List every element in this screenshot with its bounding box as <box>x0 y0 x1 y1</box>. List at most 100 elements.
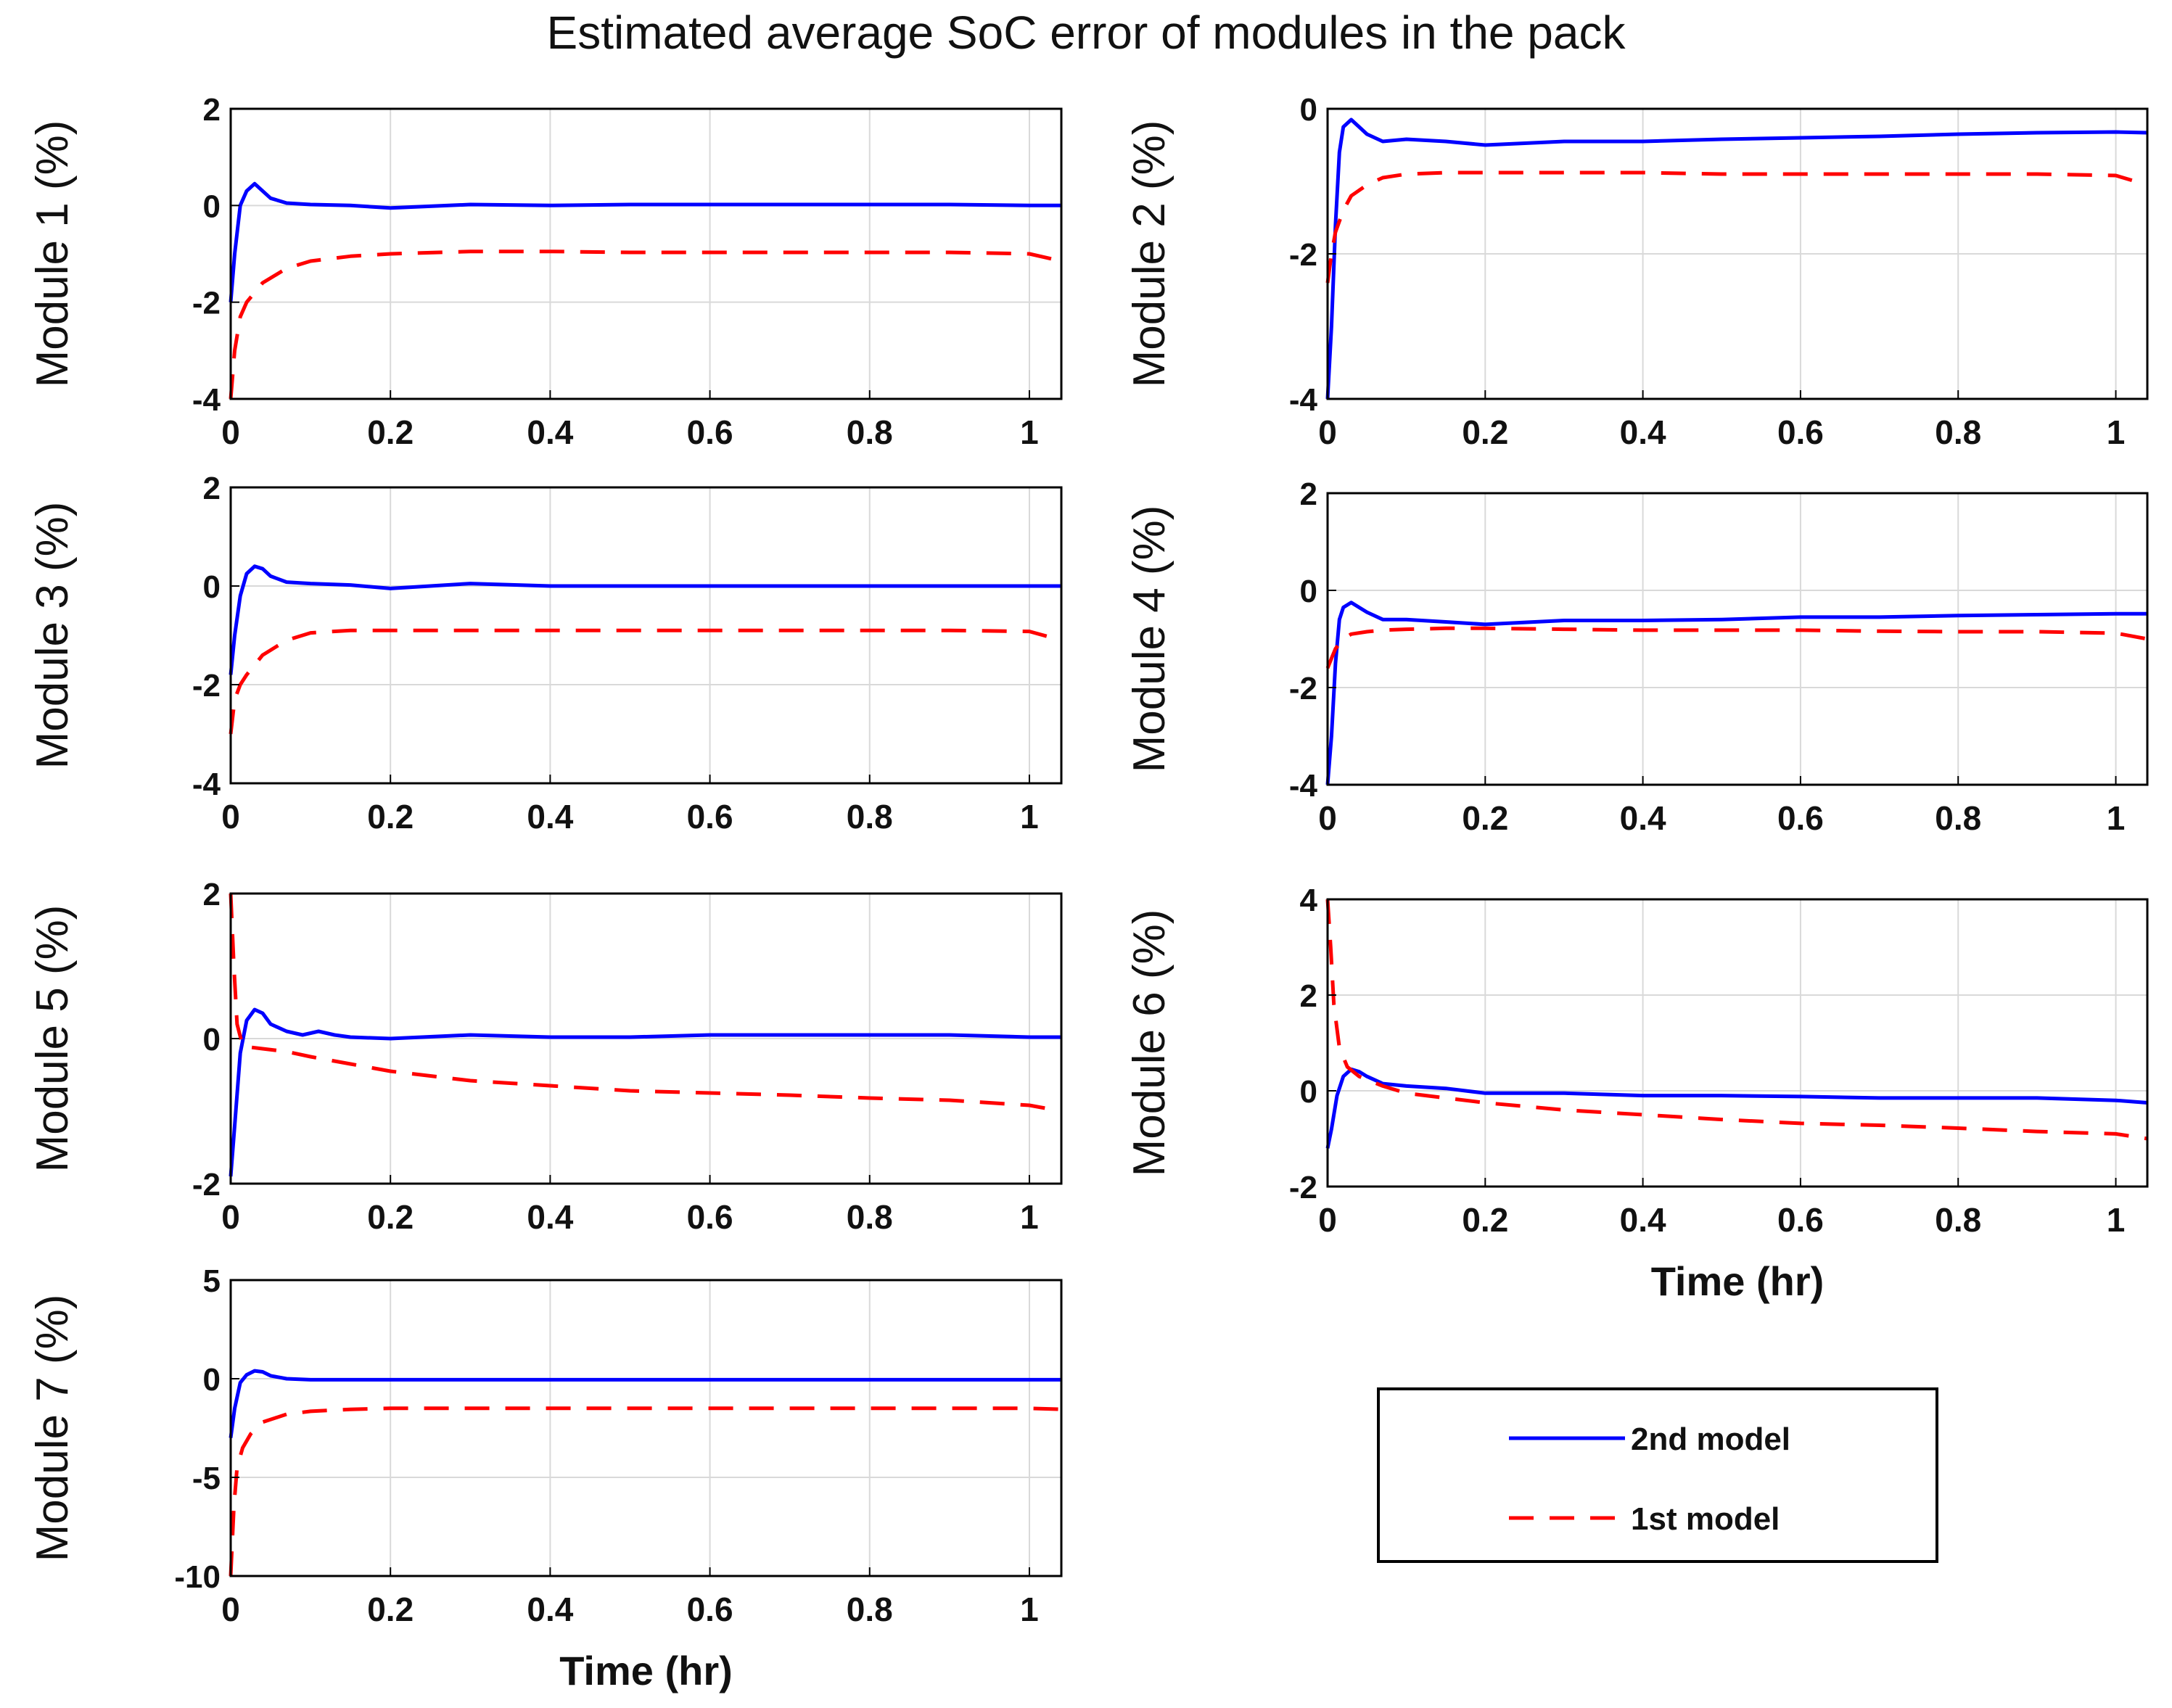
x-tick-label: 0 <box>1318 413 1337 451</box>
legend-label: 2nd model <box>1631 1422 1790 1457</box>
y-tick-label: -2 <box>1289 1170 1317 1205</box>
x-tick-label: 1 <box>2107 1201 2126 1239</box>
x-tick-label: 0 <box>221 798 240 836</box>
x-tick-label: 0.2 <box>367 1591 414 1628</box>
x-tick-label: 0.8 <box>1935 799 1981 837</box>
y-tick-label: -2 <box>192 668 221 704</box>
series-1st-model <box>229 893 1062 1113</box>
x-tick-label: 0.2 <box>1462 413 1508 451</box>
y-axis-label: Module 7 (%) <box>28 1295 78 1562</box>
subplot-4: 0 0.2 0.4 0.6 0.8 1 -4 -2 0 2 Module 4 (%) <box>1124 476 2149 837</box>
series-2nd-model <box>1325 601 2147 785</box>
y-tick-label: 2 <box>1300 476 1317 512</box>
x-tick-label: 0.6 <box>687 798 733 836</box>
y-tick-label: 2 <box>203 877 221 912</box>
axes-frame <box>1326 898 2149 1188</box>
y-tick-label: -5 <box>192 1461 221 1496</box>
x-tick-label: 0.4 <box>527 1591 573 1628</box>
x-tick-label: 0.4 <box>1620 1201 1666 1239</box>
y-tick-label: 4 <box>1300 883 1318 918</box>
series-2nd-model <box>229 1007 1061 1177</box>
x-tick-label: 0.6 <box>1777 1201 1824 1239</box>
series-1st-model <box>1325 170 2148 284</box>
x-tick-label: 0.2 <box>367 798 414 836</box>
x-tick-label: 0.2 <box>367 1198 414 1236</box>
series-1st-model <box>1325 626 2148 669</box>
x-tick-label: 0.4 <box>1620 413 1666 451</box>
series-2nd-model <box>229 564 1061 675</box>
x-tick-label: 1 <box>1020 1591 1039 1628</box>
x-tick-label: 0 <box>1318 799 1337 837</box>
axes-frame <box>1326 492 2149 786</box>
x-tick-label: 0.4 <box>1620 799 1666 837</box>
y-axis-label: Module 4 (%) <box>1124 506 1175 773</box>
x-axis-label: Time (hr) <box>559 1648 733 1693</box>
y-tick-label: 2 <box>203 92 221 128</box>
y-axis-label: Module 6 (%) <box>1124 909 1175 1177</box>
y-tick-label: -4 <box>1289 768 1318 804</box>
y-axis-label: Module 1 (%) <box>28 120 78 388</box>
series-2nd-model <box>1325 1067 2148 1149</box>
series-2nd-model <box>229 181 1061 302</box>
y-tick-label: -4 <box>192 382 221 418</box>
y-tick-label: 0 <box>1300 92 1317 128</box>
y-tick-label: -2 <box>192 1167 221 1202</box>
series-1st-model <box>229 628 1062 735</box>
subplot-7: 0 0.2 0.4 0.6 0.8 1 -10 -5 0 5 Module 7 (%) Time (h… <box>28 1263 1063 1693</box>
x-tick-label: 0.4 <box>527 413 573 451</box>
y-tick-label: -4 <box>1289 382 1318 418</box>
y-axis-label: Module 5 (%) <box>28 905 78 1173</box>
x-tick-label: 0.2 <box>1462 799 1508 837</box>
series-1st-model <box>1325 899 2148 1141</box>
legend-label: 1st model <box>1631 1501 1780 1537</box>
y-axis-label: Module 3 (%) <box>28 502 78 770</box>
series-2nd-model <box>1325 117 2148 400</box>
y-tick-label: -10 <box>174 1559 221 1595</box>
y-tick-label: 0 <box>203 1022 221 1057</box>
y-tick-label: 0 <box>203 569 221 605</box>
x-tick-label: 0.6 <box>687 1591 733 1628</box>
axes-frame <box>229 107 1063 400</box>
axes-frame <box>229 1279 1063 1577</box>
x-tick-label: 0.8 <box>847 1591 893 1628</box>
x-tick-label: 0.6 <box>1777 799 1824 837</box>
y-tick-label: -2 <box>192 286 221 321</box>
figure-title: Estimated average SoC error of modules i… <box>546 7 1626 59</box>
x-tick-label: 0.4 <box>527 1198 573 1236</box>
x-tick-label: 0.8 <box>847 413 893 451</box>
y-tick-label: 5 <box>203 1263 221 1299</box>
x-tick-label: 0.6 <box>1777 413 1824 451</box>
x-tick-label: 0 <box>221 1198 240 1236</box>
y-tick-label: 0 <box>203 189 221 224</box>
x-tick-label: 0.6 <box>687 1198 733 1236</box>
subplot-3: 0 0.2 0.4 0.6 0.8 1 -4 -2 0 2 Module 3 (%) <box>28 471 1063 836</box>
x-tick-label: 0.8 <box>1935 1201 1981 1239</box>
y-tick-label: 0 <box>203 1362 221 1398</box>
y-tick-label: -4 <box>192 767 221 802</box>
x-tick-label: 0 <box>221 413 240 451</box>
x-tick-label: 0.8 <box>847 1198 893 1236</box>
subplot-1: 0 0.2 0.4 0.6 0.8 1 -4 -2 0 2 Module 1 (%) <box>28 92 1063 451</box>
series-1st-model <box>229 249 1062 400</box>
x-tick-label: 0.6 <box>687 413 733 451</box>
x-tick-label: 1 <box>2107 799 2126 837</box>
legend-box <box>1377 1387 1938 1563</box>
x-tick-label: 1 <box>2107 413 2126 451</box>
legend: 2nd model 1st model <box>1377 1387 1938 1563</box>
x-tick-label: 0.8 <box>1935 413 1981 451</box>
y-axis-label: Module 2 (%) <box>1124 120 1175 388</box>
x-tick-label: 0.2 <box>367 413 414 451</box>
y-tick-label: -2 <box>1289 237 1317 273</box>
x-tick-label: 0.4 <box>527 798 573 836</box>
subplot-2: 0 0.2 0.4 0.6 0.8 1 -4 -2 0 Module 2 (%) <box>1124 92 2149 451</box>
y-tick-label: -2 <box>1289 671 1317 706</box>
x-tick-label: 1 <box>1020 1198 1039 1236</box>
x-tick-label: 0 <box>1318 1201 1337 1239</box>
x-tick-label: 1 <box>1020 798 1039 836</box>
y-tick-label: 2 <box>1300 978 1317 1014</box>
series-2nd-model <box>229 1369 1061 1438</box>
